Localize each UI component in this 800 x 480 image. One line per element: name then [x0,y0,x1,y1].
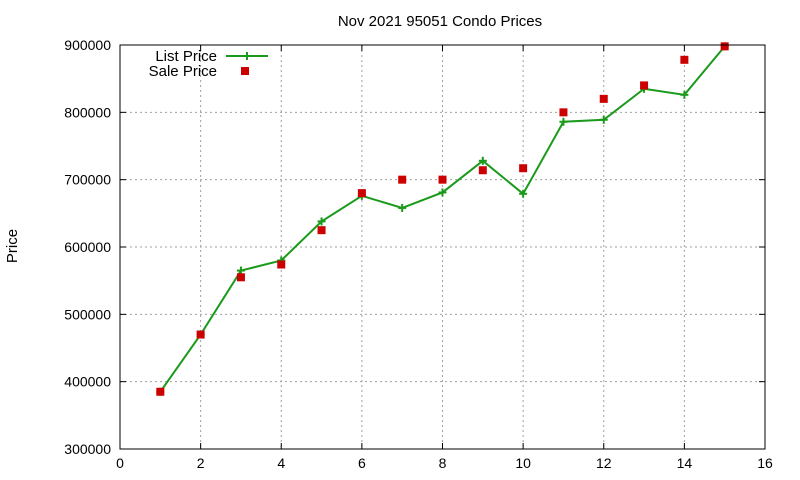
y-tick-label: 700000 [64,172,111,188]
list-price-point [317,217,326,226]
sale-price-point [317,226,326,235]
sale-price-point [640,81,649,90]
x-tick-label: 14 [677,455,693,471]
list-price-point [599,115,608,124]
list-price-point [438,188,447,197]
series-layer [156,42,729,396]
list-price-point [236,266,245,275]
x-tick-label: 6 [358,455,366,471]
sale-price-point [680,55,689,64]
axis-ticks: 300000 400000 500000 600000 700000 800000 9000… [64,37,773,471]
sale-price-point [357,189,366,198]
sale-price-point [236,273,245,282]
chart-title: Nov 2021 95051 Condo Prices [338,13,542,30]
list-price-line [159,45,726,393]
legend-marker-list-price [243,52,251,60]
list-price-point [680,90,689,99]
sale-price-point [559,108,568,117]
x-tick-label: 16 [757,455,773,471]
y-axis-label: Price [4,229,21,263]
sale-price-point [720,42,729,51]
sale-price-point [196,330,205,339]
y-tick-label: 800000 [64,104,111,120]
x-tick-label: 2 [197,455,205,471]
legend-marker-sale-price [241,67,249,75]
sale-price-point [478,166,487,175]
legend-label-list-price: List Price [155,48,217,65]
sale-price-point [156,387,165,396]
sale-price-point [599,94,608,103]
grid [120,45,765,449]
list-price-point [398,203,407,212]
y-tick-label: 600000 [64,239,111,255]
list-price-point [478,156,487,165]
sale-price-point [519,164,528,173]
legend-label-sale-price: Sale Price [149,63,217,80]
y-tick-label: 900000 [64,37,111,53]
x-tick-label: 0 [116,455,124,471]
sale-price-point [277,260,286,269]
y-tick-label: 500000 [64,306,111,322]
sale-price-point [398,175,407,184]
x-tick-label: 10 [515,455,531,471]
sale-price-point [438,175,447,184]
x-tick-label: 12 [596,455,612,471]
y-tick-label: 300000 [64,441,111,457]
list-price-point [519,189,528,198]
list-price-point [559,117,568,126]
y-tick-label: 400000 [64,374,111,390]
x-tick-label: 8 [439,455,447,471]
x-tick-label: 4 [277,455,285,471]
plot-frame [119,44,766,450]
